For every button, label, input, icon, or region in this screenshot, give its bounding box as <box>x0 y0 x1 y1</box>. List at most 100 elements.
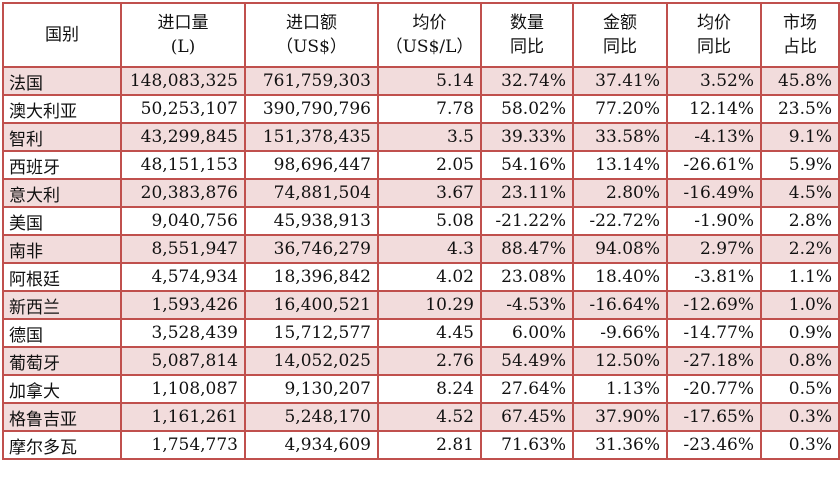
cell-avg-price: 7.78 <box>377 94 482 124</box>
cell-price-yoy: -4.13% <box>666 122 762 152</box>
cell-volume: 48,151,153 <box>120 150 246 180</box>
cell-price-yoy: -12.69% <box>666 290 762 320</box>
cell-avg-price: 3.67 <box>377 178 482 208</box>
cell-value-yoy: 33.58% <box>572 122 668 152</box>
cell-volume: 1,593,426 <box>120 290 246 320</box>
cell-value: 761,759,303 <box>244 66 379 96</box>
cell-volume-yoy: 23.08% <box>480 262 574 292</box>
header-volume: 进口量 (L) <box>120 2 246 68</box>
table-row: 美国 9,040,756 45,938,913 5.08 -21.22% -22.72% -… <box>2 206 840 236</box>
cell-avg-price: 4.45 <box>377 318 482 348</box>
cell-country: 加拿大 <box>2 374 122 404</box>
cell-market-share: 23.5% <box>760 94 840 124</box>
cell-market-share: 5.9% <box>760 150 840 180</box>
cell-value-yoy: 31.36% <box>572 430 668 460</box>
cell-market-share: 0.9% <box>760 318 840 348</box>
cell-volume-yoy: 71.63% <box>480 430 574 460</box>
cell-value: 36,746,279 <box>244 234 379 264</box>
cell-avg-price: 2.76 <box>377 346 482 376</box>
cell-value: 5,248,170 <box>244 402 379 432</box>
cell-market-share: 0.8% <box>760 346 840 376</box>
cell-value-yoy: -16.64% <box>572 290 668 320</box>
cell-country: 葡萄牙 <box>2 346 122 376</box>
cell-volume-yoy: 23.11% <box>480 178 574 208</box>
cell-price-yoy: -16.49% <box>666 178 762 208</box>
header-price-yoy: 均价 同比 <box>666 2 762 68</box>
cell-avg-price: 2.05 <box>377 150 482 180</box>
cell-avg-price: 5.08 <box>377 206 482 236</box>
table-row: 南非 8,551,947 36,746,279 4.3 88.47% 94.08% 2.97… <box>2 234 840 264</box>
cell-volume-yoy: 27.64% <box>480 374 574 404</box>
cell-value-yoy: 37.90% <box>572 402 668 432</box>
cell-value-yoy: -9.66% <box>572 318 668 348</box>
header-row: 国别 进口量 (L) 进口额 （US$） 均价 （US$/L） 数量 同比 金额 同比 均… <box>2 2 840 68</box>
cell-volume-yoy: 67.45% <box>480 402 574 432</box>
cell-avg-price: 2.81 <box>377 430 482 460</box>
cell-volume: 20,383,876 <box>120 178 246 208</box>
header-value: 进口额 （US$） <box>244 2 379 68</box>
cell-price-yoy: -1.90% <box>666 206 762 236</box>
cell-market-share: 0.3% <box>760 430 840 460</box>
cell-country: 格鲁吉亚 <box>2 402 122 432</box>
cell-country: 澳大利亚 <box>2 94 122 124</box>
cell-value: 9,130,207 <box>244 374 379 404</box>
cell-volume: 8,551,947 <box>120 234 246 264</box>
cell-value-yoy: 94.08% <box>572 234 668 264</box>
cell-country: 意大利 <box>2 178 122 208</box>
table-row: 智利 43,299,845 151,378,435 3.5 39.33% 33.58% -4… <box>2 122 840 152</box>
cell-price-yoy: 3.52% <box>666 66 762 96</box>
header-country: 国别 <box>2 2 122 68</box>
cell-market-share: 0.3% <box>760 402 840 432</box>
cell-market-share: 45.8% <box>760 66 840 96</box>
cell-value-yoy: 1.13% <box>572 374 668 404</box>
header-market-share: 市场 占比 <box>760 2 840 68</box>
cell-value: 4,934,609 <box>244 430 379 460</box>
table-row: 葡萄牙 5,087,814 14,052,025 2.76 54.49% 12.50% -2… <box>2 346 840 376</box>
cell-value-yoy: 12.50% <box>572 346 668 376</box>
table-row: 澳大利亚 50,253,107 390,790,796 7.78 58.02% 77.20… <box>2 94 840 124</box>
cell-value: 98,696,447 <box>244 150 379 180</box>
cell-avg-price: 8.24 <box>377 374 482 404</box>
cell-volume: 1,754,773 <box>120 430 246 460</box>
cell-avg-price: 4.02 <box>377 262 482 292</box>
cell-country: 法国 <box>2 66 122 96</box>
cell-volume-yoy: 39.33% <box>480 122 574 152</box>
cell-volume-yoy: 88.47% <box>480 234 574 264</box>
cell-volume: 43,299,845 <box>120 122 246 152</box>
table-row: 德国 3,528,439 15,712,577 4.45 6.00% -9.66% -14.… <box>2 318 840 348</box>
cell-country: 德国 <box>2 318 122 348</box>
cell-value: 74,881,504 <box>244 178 379 208</box>
cell-volume-yoy: -4.53% <box>480 290 574 320</box>
cell-country: 阿根廷 <box>2 262 122 292</box>
cell-volume: 50,253,107 <box>120 94 246 124</box>
cell-value: 390,790,796 <box>244 94 379 124</box>
cell-volume: 9,040,756 <box>120 206 246 236</box>
cell-volume-yoy: 6.00% <box>480 318 574 348</box>
cell-avg-price: 5.14 <box>377 66 482 96</box>
cell-volume-yoy: 58.02% <box>480 94 574 124</box>
table-row: 法国 148,083,325 761,759,303 5.14 32.74% 37.41%… <box>2 66 840 96</box>
cell-market-share: 2.2% <box>760 234 840 264</box>
table-row: 意大利 20,383,876 74,881,504 3.67 23.11% 2.80% -1… <box>2 178 840 208</box>
cell-value-yoy: 13.14% <box>572 150 668 180</box>
cell-price-yoy: -3.81% <box>666 262 762 292</box>
cell-price-yoy: 12.14% <box>666 94 762 124</box>
cell-volume-yoy: -21.22% <box>480 206 574 236</box>
cell-avg-price: 10.29 <box>377 290 482 320</box>
cell-value-yoy: 77.20% <box>572 94 668 124</box>
cell-value-yoy: 37.41% <box>572 66 668 96</box>
cell-market-share: 1.1% <box>760 262 840 292</box>
cell-country: 美国 <box>2 206 122 236</box>
cell-value-yoy: 18.40% <box>572 262 668 292</box>
cell-market-share: 0.5% <box>760 374 840 404</box>
cell-country: 西班牙 <box>2 150 122 180</box>
cell-value-yoy: -22.72% <box>572 206 668 236</box>
header-value-yoy: 金额 同比 <box>572 2 668 68</box>
cell-avg-price: 4.3 <box>377 234 482 264</box>
cell-market-share: 9.1% <box>760 122 840 152</box>
cell-volume-yoy: 32.74% <box>480 66 574 96</box>
cell-avg-price: 4.52 <box>377 402 482 432</box>
cell-avg-price: 3.5 <box>377 122 482 152</box>
cell-price-yoy: -27.18% <box>666 346 762 376</box>
wine-import-table: 国别 进口量 (L) 进口额 （US$） 均价 （US$/L） 数量 同比 金额 同比 均… <box>2 2 840 460</box>
